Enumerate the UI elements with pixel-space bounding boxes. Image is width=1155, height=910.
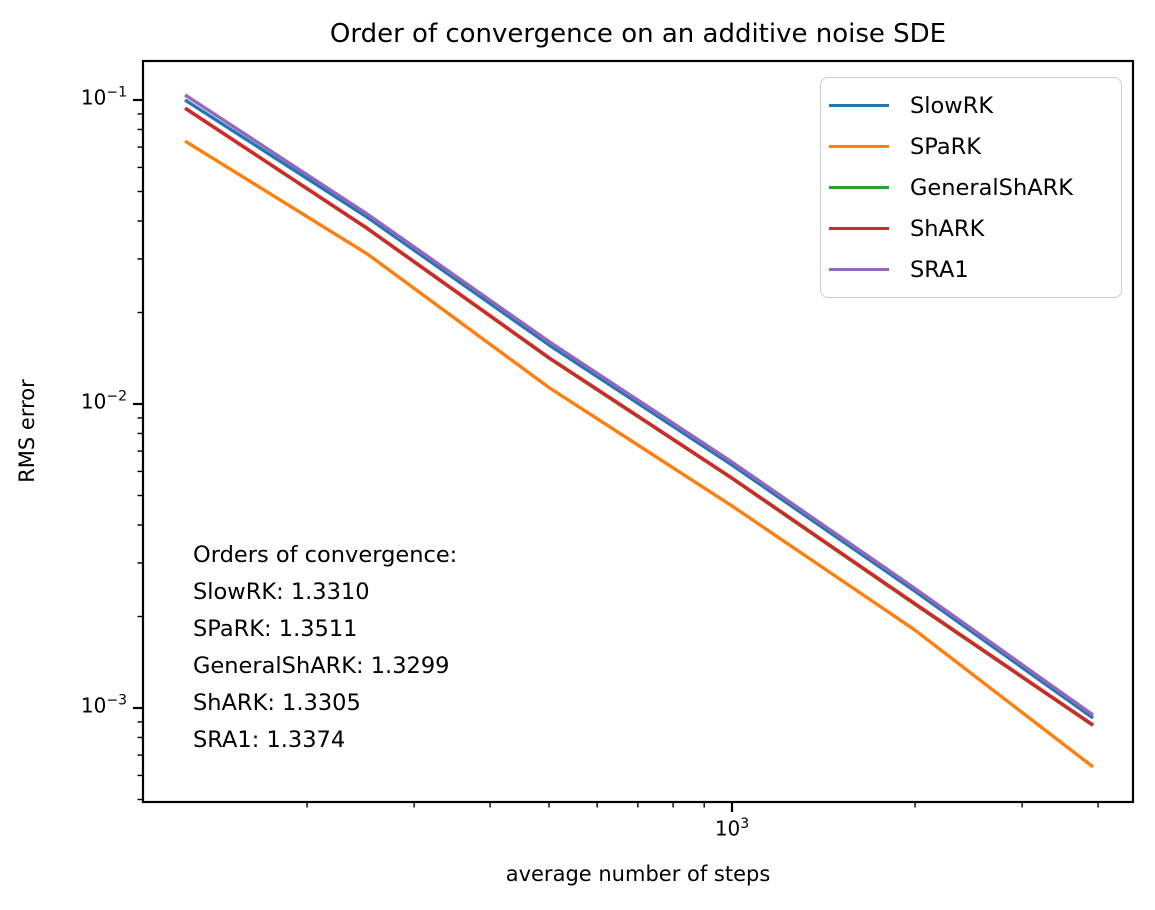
legend-label: ShARK (910, 215, 985, 242)
series-line-shark (184, 106, 1095, 727)
legend-item-sra1: SRA1 (829, 249, 1107, 290)
legend-label: SRA1 (910, 256, 969, 283)
annotation-line: GeneralShARK: 1.3299 (193, 653, 450, 679)
legend-item-slowrk: SlowRK (829, 85, 1107, 126)
legend-label: SlowRK (910, 92, 994, 119)
series-line-slowrk (184, 98, 1095, 720)
legend-label: GeneralShARK (910, 174, 1073, 201)
annotation-line: SPaRK: 1.3511 (193, 616, 358, 642)
series-line-spark (184, 139, 1095, 769)
annotation-line: SRA1: 1.3374 (193, 727, 346, 753)
legend-item-shark: ShARK (829, 208, 1107, 249)
annotation-line: ShARK: 1.3305 (193, 690, 361, 716)
chart-title: Order of convergence on an additive nois… (329, 19, 947, 49)
x-tick-label: 103 (714, 816, 750, 841)
legend-line-swatch-icon (829, 103, 889, 108)
x-axis-label: average number of steps (505, 862, 771, 886)
convergence-orders-annotation: Orders of convergence: SlowRK: 1.3310 SPaR… (193, 537, 457, 759)
legend-label: SPaRK (910, 133, 982, 160)
legend-item-spark: SPaRK (829, 126, 1107, 167)
legend-line-swatch-icon (829, 144, 889, 149)
y-tick-label: 10−1 (80, 84, 127, 110)
annotation-line: SlowRK: 1.3310 (193, 579, 370, 605)
legend-line-swatch-icon (829, 185, 889, 190)
y-tick-label: 10−2 (80, 388, 127, 414)
axes-frame (141, 59, 1135, 804)
y-tick-label: 10−3 (80, 692, 127, 718)
legend-line-swatch-icon (829, 267, 889, 272)
legend-line-swatch-icon (829, 226, 889, 231)
legend-box: SlowRK SPaRK GeneralShARK ShARK SRA1 (820, 77, 1122, 298)
annotation-line: Orders of convergence: (193, 542, 458, 568)
series-line-sra1 (184, 93, 1095, 717)
legend-item-generalshark: GeneralShARK (829, 167, 1107, 208)
y-axis-label: RMS error (15, 379, 39, 483)
